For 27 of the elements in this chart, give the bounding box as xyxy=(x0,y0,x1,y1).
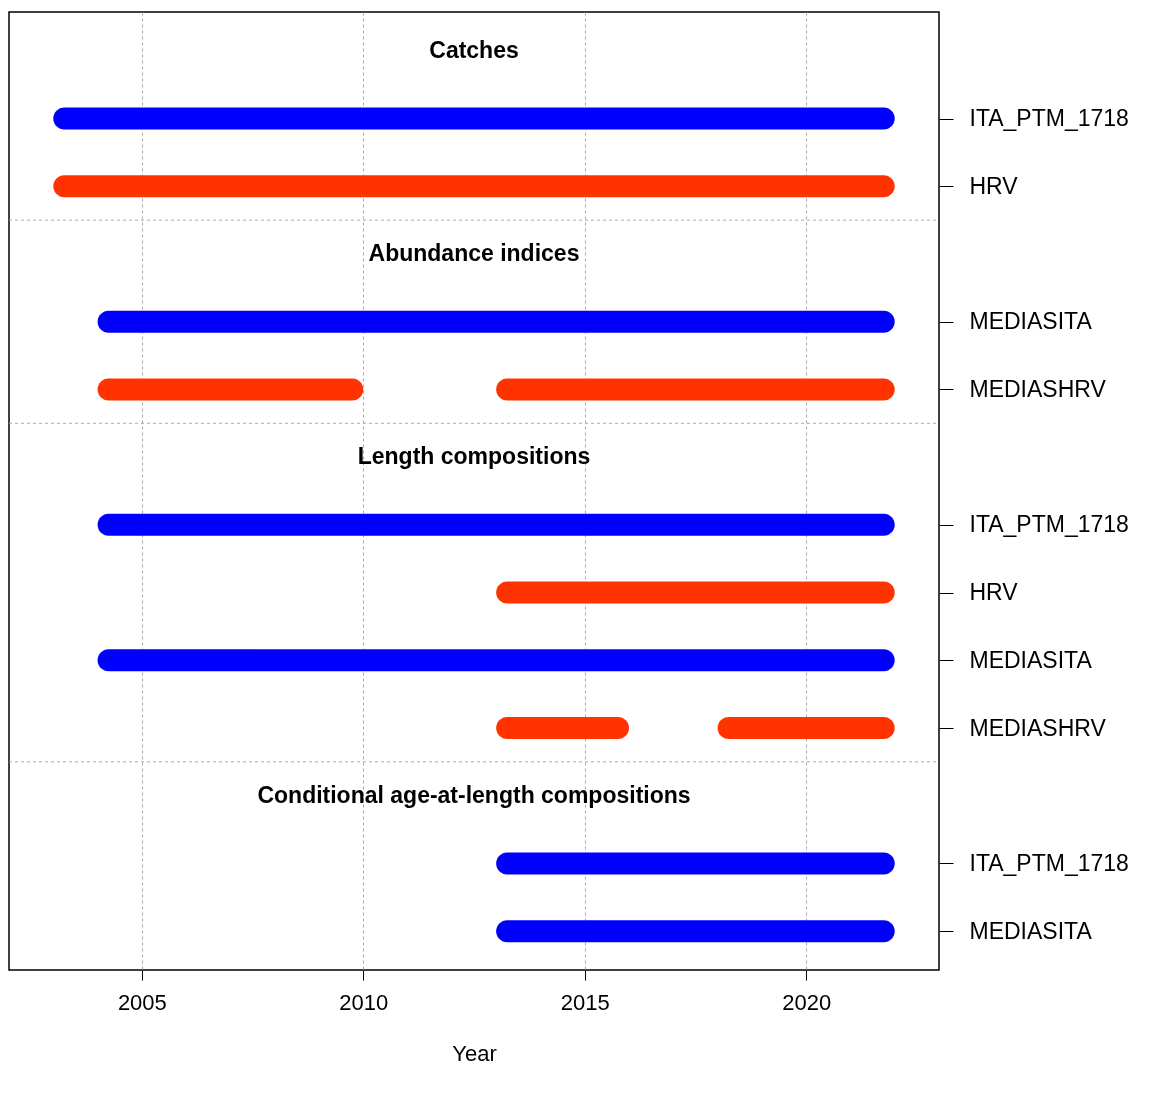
bar xyxy=(53,107,895,130)
annotation: Catches xyxy=(429,36,519,63)
bar xyxy=(97,310,895,333)
y-tick-label: ITA_PTM_1718 xyxy=(969,105,1129,132)
y-tick-label: MEDIASHRV xyxy=(969,375,1107,402)
y-tick-label: HRV xyxy=(969,172,1019,199)
bar xyxy=(97,513,895,536)
bar xyxy=(97,649,895,672)
y-tick-label: MEDIASITA xyxy=(969,917,1093,944)
y-tick-label: HRV xyxy=(969,579,1019,606)
x-tick-label: 2015 xyxy=(560,989,610,1015)
annotation: Abundance indices xyxy=(368,240,580,266)
y-tick-label: ITA_PTM_1718 xyxy=(969,511,1129,538)
y-tick-label: MEDIASHRV xyxy=(969,714,1107,741)
x-axis-title: Year xyxy=(452,1040,497,1066)
y-tick-label: MEDIASITA xyxy=(969,646,1093,673)
x-tick-label: 2020 xyxy=(782,989,832,1015)
annotation: Length compositions xyxy=(357,443,591,470)
bar xyxy=(717,717,895,739)
x-tick-label: 2005 xyxy=(117,989,167,1015)
annotation: Conditional age-at-length compositions xyxy=(257,781,691,808)
y-tick-label: MEDIASITA xyxy=(969,308,1093,335)
bar xyxy=(496,920,895,943)
x-tick-label: 2010 xyxy=(339,989,389,1015)
bar xyxy=(496,378,895,401)
bar xyxy=(496,852,895,875)
y-tick-label: ITA_PTM_1718 xyxy=(969,849,1129,876)
